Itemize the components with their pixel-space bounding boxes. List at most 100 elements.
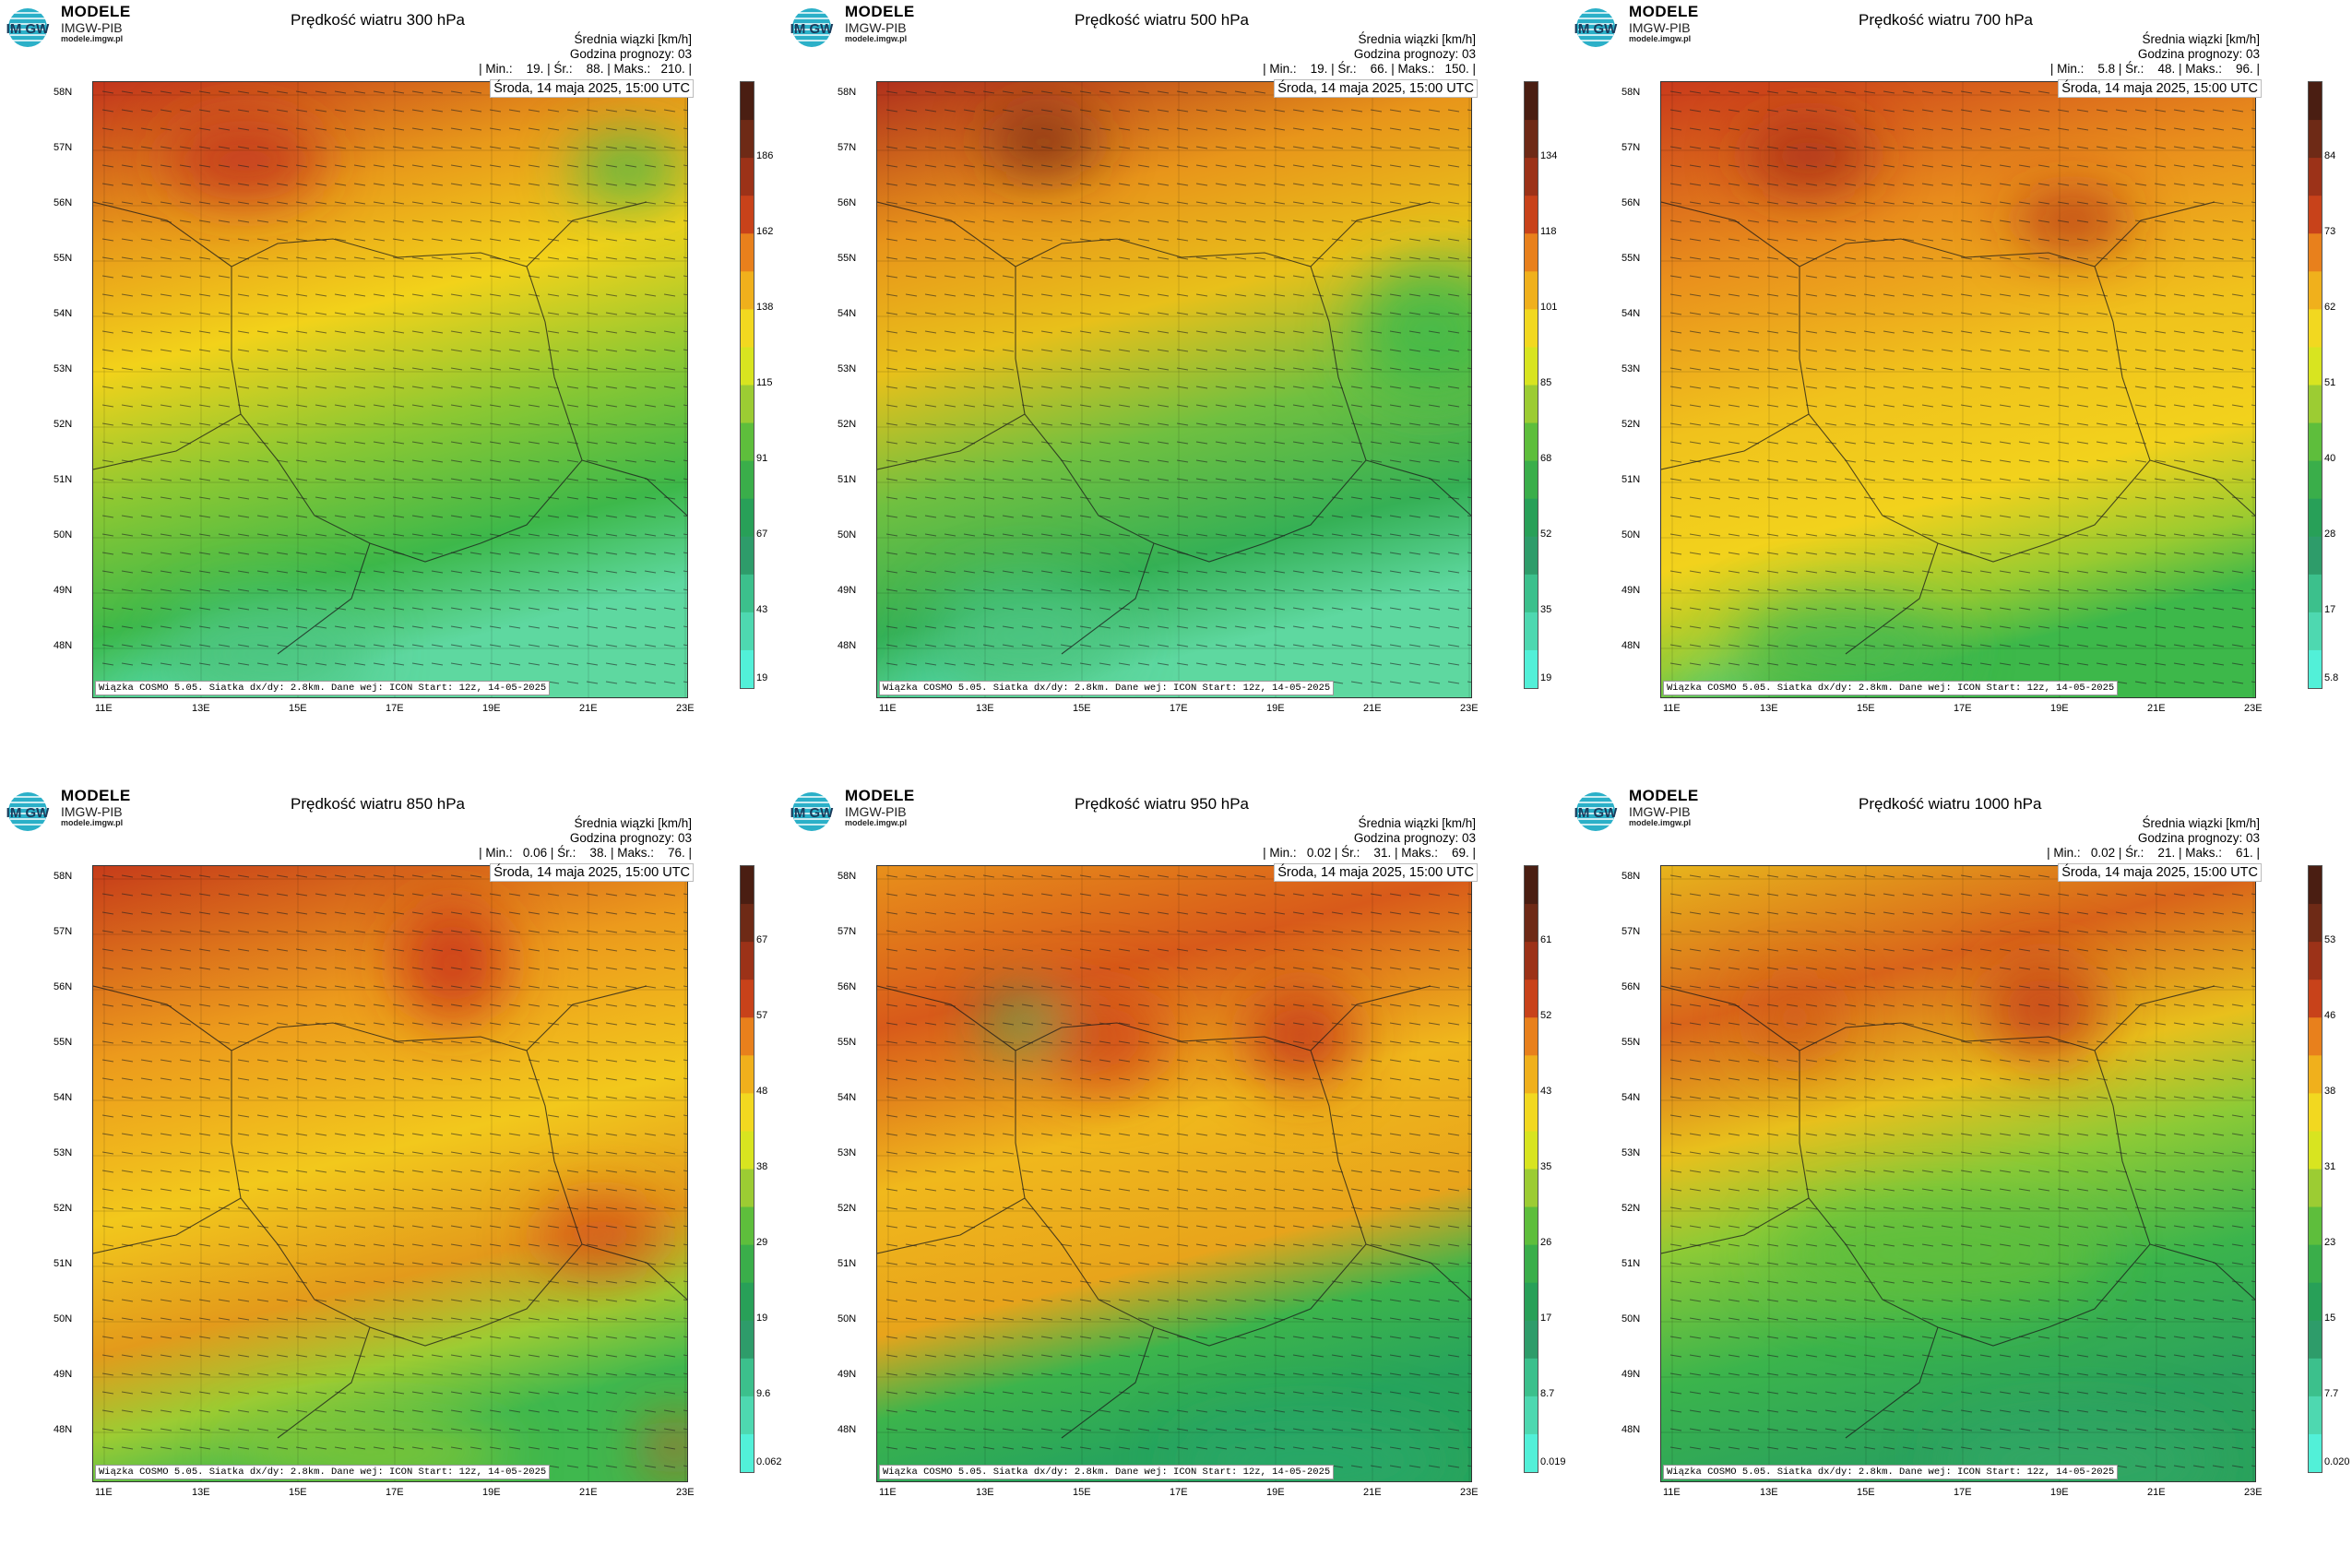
lat-label: 52N <box>1621 419 1641 430</box>
colorbar-tick: 61 <box>1540 934 1552 945</box>
forecast-hour: Godzina prognozy: 03 <box>2137 47 2260 61</box>
map-title: Prędkość wiatru 1000 hPa <box>1859 795 2042 813</box>
model-footer: Wiązka COSMO 5.05. Siatka dx/dy: 2.8km. … <box>1663 681 2119 695</box>
colorbar-tick: 52 <box>1540 529 1552 540</box>
forecast-hour: Godzina prognozy: 03 <box>2137 831 2260 845</box>
lon-label: 21E <box>2147 1487 2166 1498</box>
lon-label: 13E <box>976 1487 994 1498</box>
lat-label: 51N <box>53 1258 73 1269</box>
lon-label: 17E <box>1170 703 1188 714</box>
colorbar-tick: 91 <box>756 453 768 464</box>
map-area: Wiązka COSMO 5.05. Siatka dx/dy: 2.8km. … <box>876 81 1472 698</box>
forecast-hour: Godzina prognozy: 03 <box>569 831 692 845</box>
map-title: Prędkość wiatru 950 hPa <box>1075 795 1249 813</box>
lon-label: 23E <box>2244 1487 2263 1498</box>
colorbar-tick: 53 <box>2324 934 2336 945</box>
lat-label: 54N <box>1621 308 1641 319</box>
map-title: Prędkość wiatru 300 hPa <box>291 11 465 29</box>
colorbar-tick: 67 <box>756 934 768 945</box>
colorbar-tick: 138 <box>756 302 774 313</box>
units-label: Średnia wiązki [km/h] <box>1358 32 1476 46</box>
imgw-logo-icon: IM GW <box>6 790 61 834</box>
lat-label: 58N <box>837 87 857 98</box>
colorbar-tick: 19 <box>1540 672 1552 683</box>
lat-label: 49N <box>837 585 857 596</box>
logo-mark: IM GW <box>6 21 50 37</box>
colorbar-tick: 15 <box>2324 1313 2336 1324</box>
lon-label: 11E <box>1663 1487 1681 1498</box>
lat-label: 57N <box>837 142 857 153</box>
colorbar-tick: 7.7 <box>2324 1388 2339 1399</box>
forecast-hour: Godzina prognozy: 03 <box>1353 831 1476 845</box>
logo-mark: IM GW <box>1574 21 1618 37</box>
map-title: Prędkość wiatru 850 hPa <box>291 795 465 813</box>
lat-label: 53N <box>1621 363 1641 374</box>
stats-line: | Min.: 0.02 | Śr.: 31. | Maks.: 69. | <box>1263 846 1476 860</box>
colorbar-tick: 115 <box>756 377 773 388</box>
logo-mark: IM GW <box>6 805 50 821</box>
lat-label: 55N <box>53 1037 73 1048</box>
colorbar <box>740 865 754 1473</box>
lon-label: 21E <box>579 1487 598 1498</box>
lat-label: 56N <box>837 981 857 992</box>
lat-label: 50N <box>837 1313 857 1324</box>
lon-label: 19E <box>1266 703 1285 714</box>
colorbar-tick: 9.6 <box>756 1388 771 1399</box>
lat-label: 50N <box>837 529 857 540</box>
lat-label: 48N <box>1621 640 1641 651</box>
colorbar-tick: 43 <box>756 604 768 615</box>
lat-label: 51N <box>837 474 857 485</box>
lat-label: 54N <box>837 1092 857 1103</box>
brand-url: modele.imgw.pl <box>61 818 124 828</box>
wind-field <box>93 866 687 1481</box>
lon-label: 17E <box>1170 1487 1188 1498</box>
wind-field <box>1661 866 2255 1481</box>
colorbar-tick: 68 <box>1540 453 1552 464</box>
lat-label: 50N <box>53 529 73 540</box>
lon-label: 23E <box>2244 703 2263 714</box>
lon-label: 19E <box>1266 1487 1285 1498</box>
colorbar-tick: 31 <box>2324 1161 2336 1172</box>
lon-label: 23E <box>1460 703 1479 714</box>
colorbar-tick: 186 <box>756 150 774 161</box>
brand-name: MODELE <box>61 787 131 804</box>
logo-mark: IM GW <box>1574 805 1618 821</box>
lat-label: 57N <box>53 926 73 937</box>
lat-label: 48N <box>837 640 857 651</box>
brand-url: modele.imgw.pl <box>61 34 124 44</box>
country-border <box>1015 238 1367 563</box>
lat-label: 53N <box>837 1147 857 1158</box>
lat-label: 54N <box>53 308 73 319</box>
lat-label: 53N <box>837 363 857 374</box>
lon-label: 17E <box>1954 1487 1972 1498</box>
map-info: Średnia wiązki [km/h] Godzina prognozy: 0… <box>479 816 692 861</box>
lon-label: 19E <box>2050 1487 2069 1498</box>
imgw-logo-icon: IM GW <box>6 6 61 50</box>
colorbar-tick: 51 <box>2324 377 2336 388</box>
colorbar-tick: 29 <box>756 1237 768 1248</box>
colorbar-tick: 85 <box>1540 377 1552 388</box>
map-info: Średnia wiązki [km/h] Godzina prognozy: 0… <box>2050 32 2260 77</box>
colorbar-tick: 19 <box>756 1313 768 1324</box>
brand-block: MODELE IMGW-PIB modele.imgw.pl <box>845 3 915 44</box>
colorbar <box>740 81 754 689</box>
lat-label: 55N <box>837 253 857 264</box>
colorbar-tick: 28 <box>2324 529 2336 540</box>
lat-label: 52N <box>1621 1203 1641 1214</box>
colorbar-tick: 67 <box>756 529 768 540</box>
lat-label: 53N <box>53 363 73 374</box>
brand-name: MODELE <box>1629 3 1699 20</box>
brand-org: IMGW-PIB <box>845 19 907 35</box>
colorbar-tick: 23 <box>2324 1237 2336 1248</box>
lon-label: 23E <box>676 1487 695 1498</box>
colorbar <box>2308 865 2322 1473</box>
date-label: Środa, 14 maja 2025, 15:00 UTC <box>1274 79 1478 98</box>
lon-label: 17E <box>386 703 404 714</box>
colorbar-tick: 5.8 <box>2324 672 2339 683</box>
colorbar-tick: 57 <box>756 1010 768 1021</box>
stats-line: | Min.: 19. | Śr.: 88. | Maks.: 210. | <box>479 62 692 76</box>
colorbar-tick: 84 <box>2324 150 2336 161</box>
lat-label: 51N <box>53 474 73 485</box>
lat-label: 54N <box>53 1092 73 1103</box>
stats-line: | Min.: 19. | Śr.: 66. | Maks.: 150. | <box>1263 62 1476 76</box>
